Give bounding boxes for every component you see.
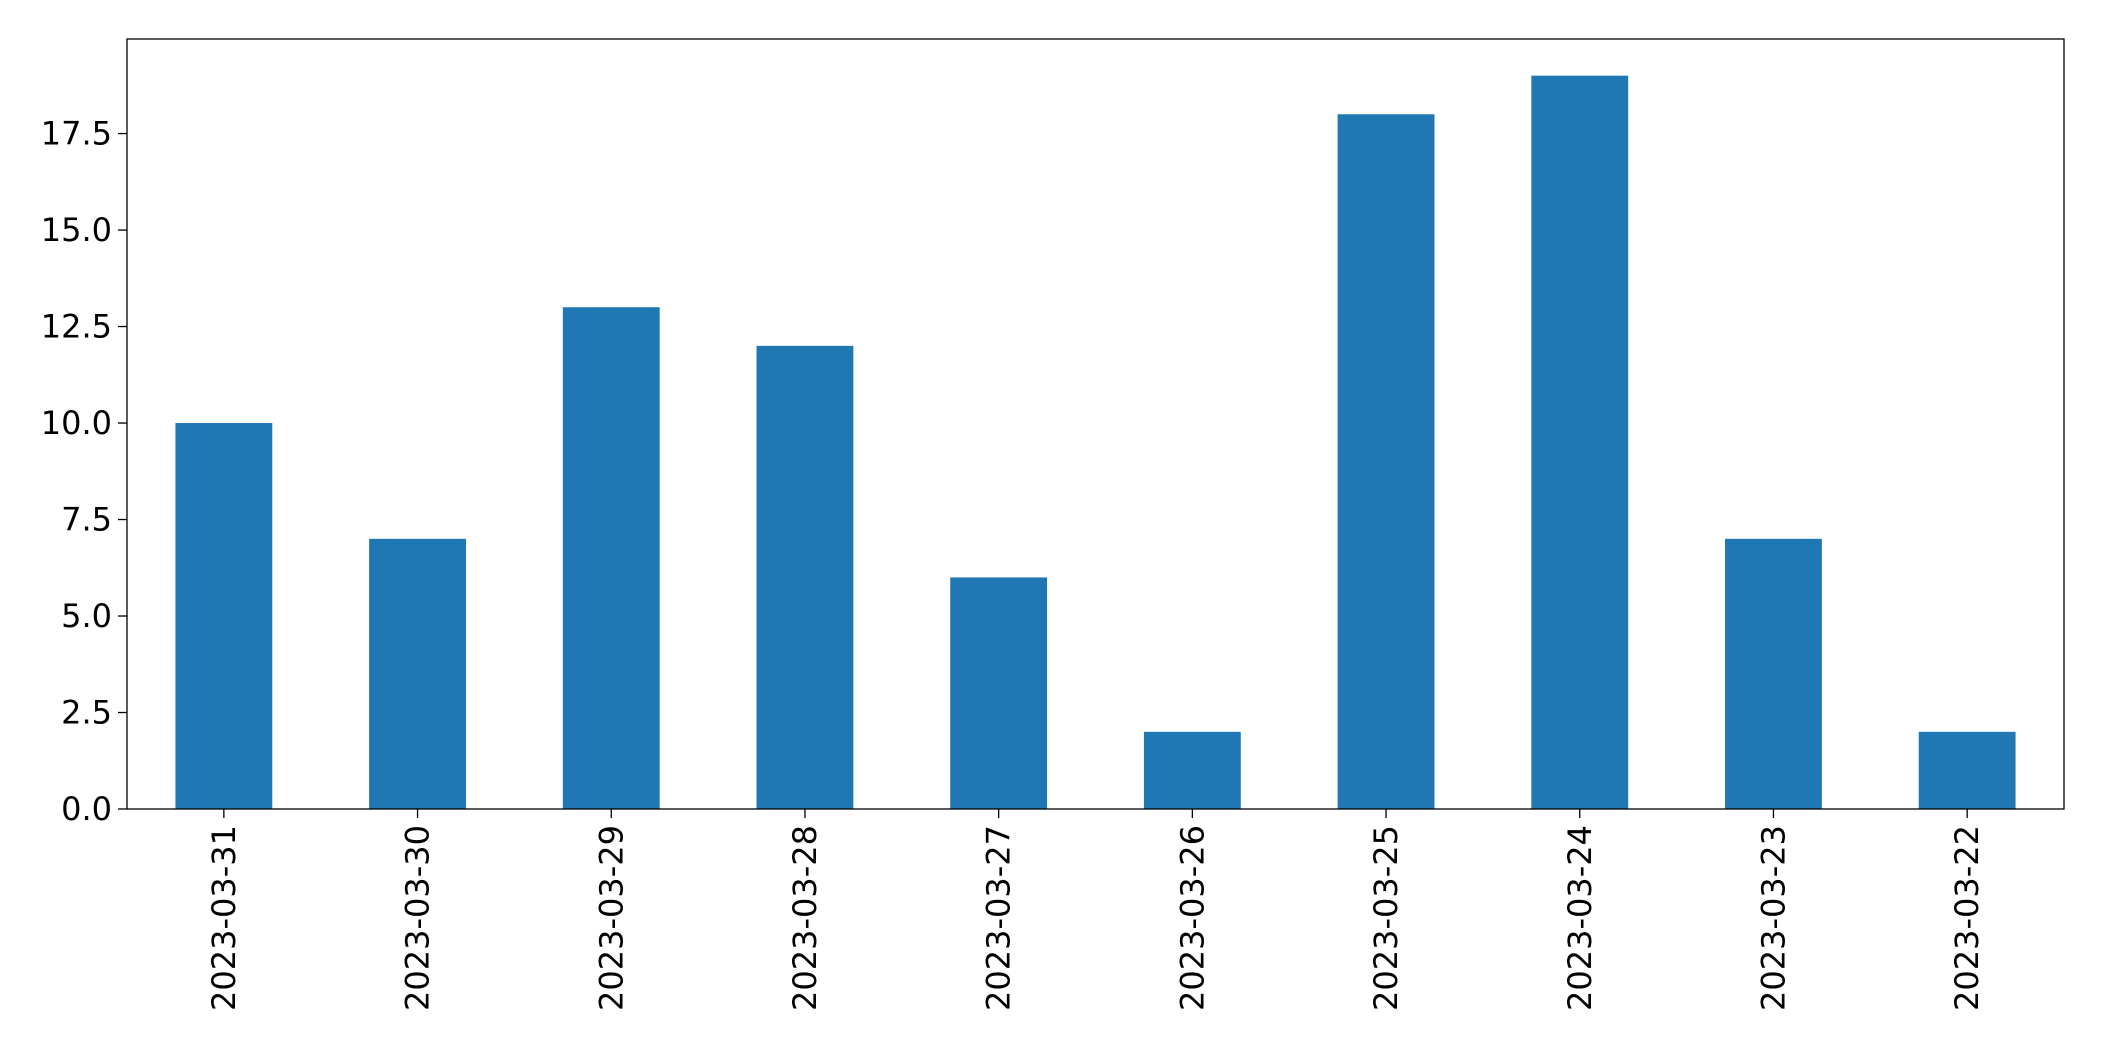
x-tick-label: 2023-03-29: [592, 825, 630, 1011]
x-tick-label: 2023-03-25: [1367, 825, 1405, 1011]
x-tick-label: 2023-03-22: [1948, 825, 1986, 1011]
plot-frame: [126, 38, 2065, 810]
bar: [1725, 538, 1822, 809]
x-tick-label: 2023-03-24: [1561, 825, 1599, 1011]
y-tick-label: 10.0: [41, 404, 112, 442]
y-tick-label: 7.5: [61, 501, 112, 539]
y-tick-label: 0.0: [61, 790, 112, 828]
bar: [562, 307, 660, 809]
y-tick-label: 17.5: [41, 115, 112, 153]
x-tick-label: 2023-03-27: [980, 825, 1018, 1011]
x-tick-label: 2023-03-28: [786, 825, 824, 1011]
x-tick-label: 2023-03-26: [1173, 825, 1211, 1011]
x-tick-label: 2023-03-23: [1754, 825, 1792, 1011]
bar: [950, 577, 1048, 809]
x-tick-label: 2023-03-30: [399, 825, 437, 1011]
bar: [1337, 114, 1435, 809]
bar: [175, 423, 273, 809]
y-tick-label: 15.0: [41, 211, 112, 249]
y-tick-label: 12.5: [41, 308, 112, 346]
bar: [1918, 731, 2016, 809]
y-tick-label: 5.0: [61, 597, 112, 635]
bar: [1531, 75, 1629, 809]
bar: [1143, 731, 1241, 809]
y-tick-label: 2.5: [61, 694, 112, 732]
x-tick-label: 2023-03-31: [205, 825, 243, 1011]
bar: [369, 538, 466, 809]
bar: [756, 345, 854, 809]
